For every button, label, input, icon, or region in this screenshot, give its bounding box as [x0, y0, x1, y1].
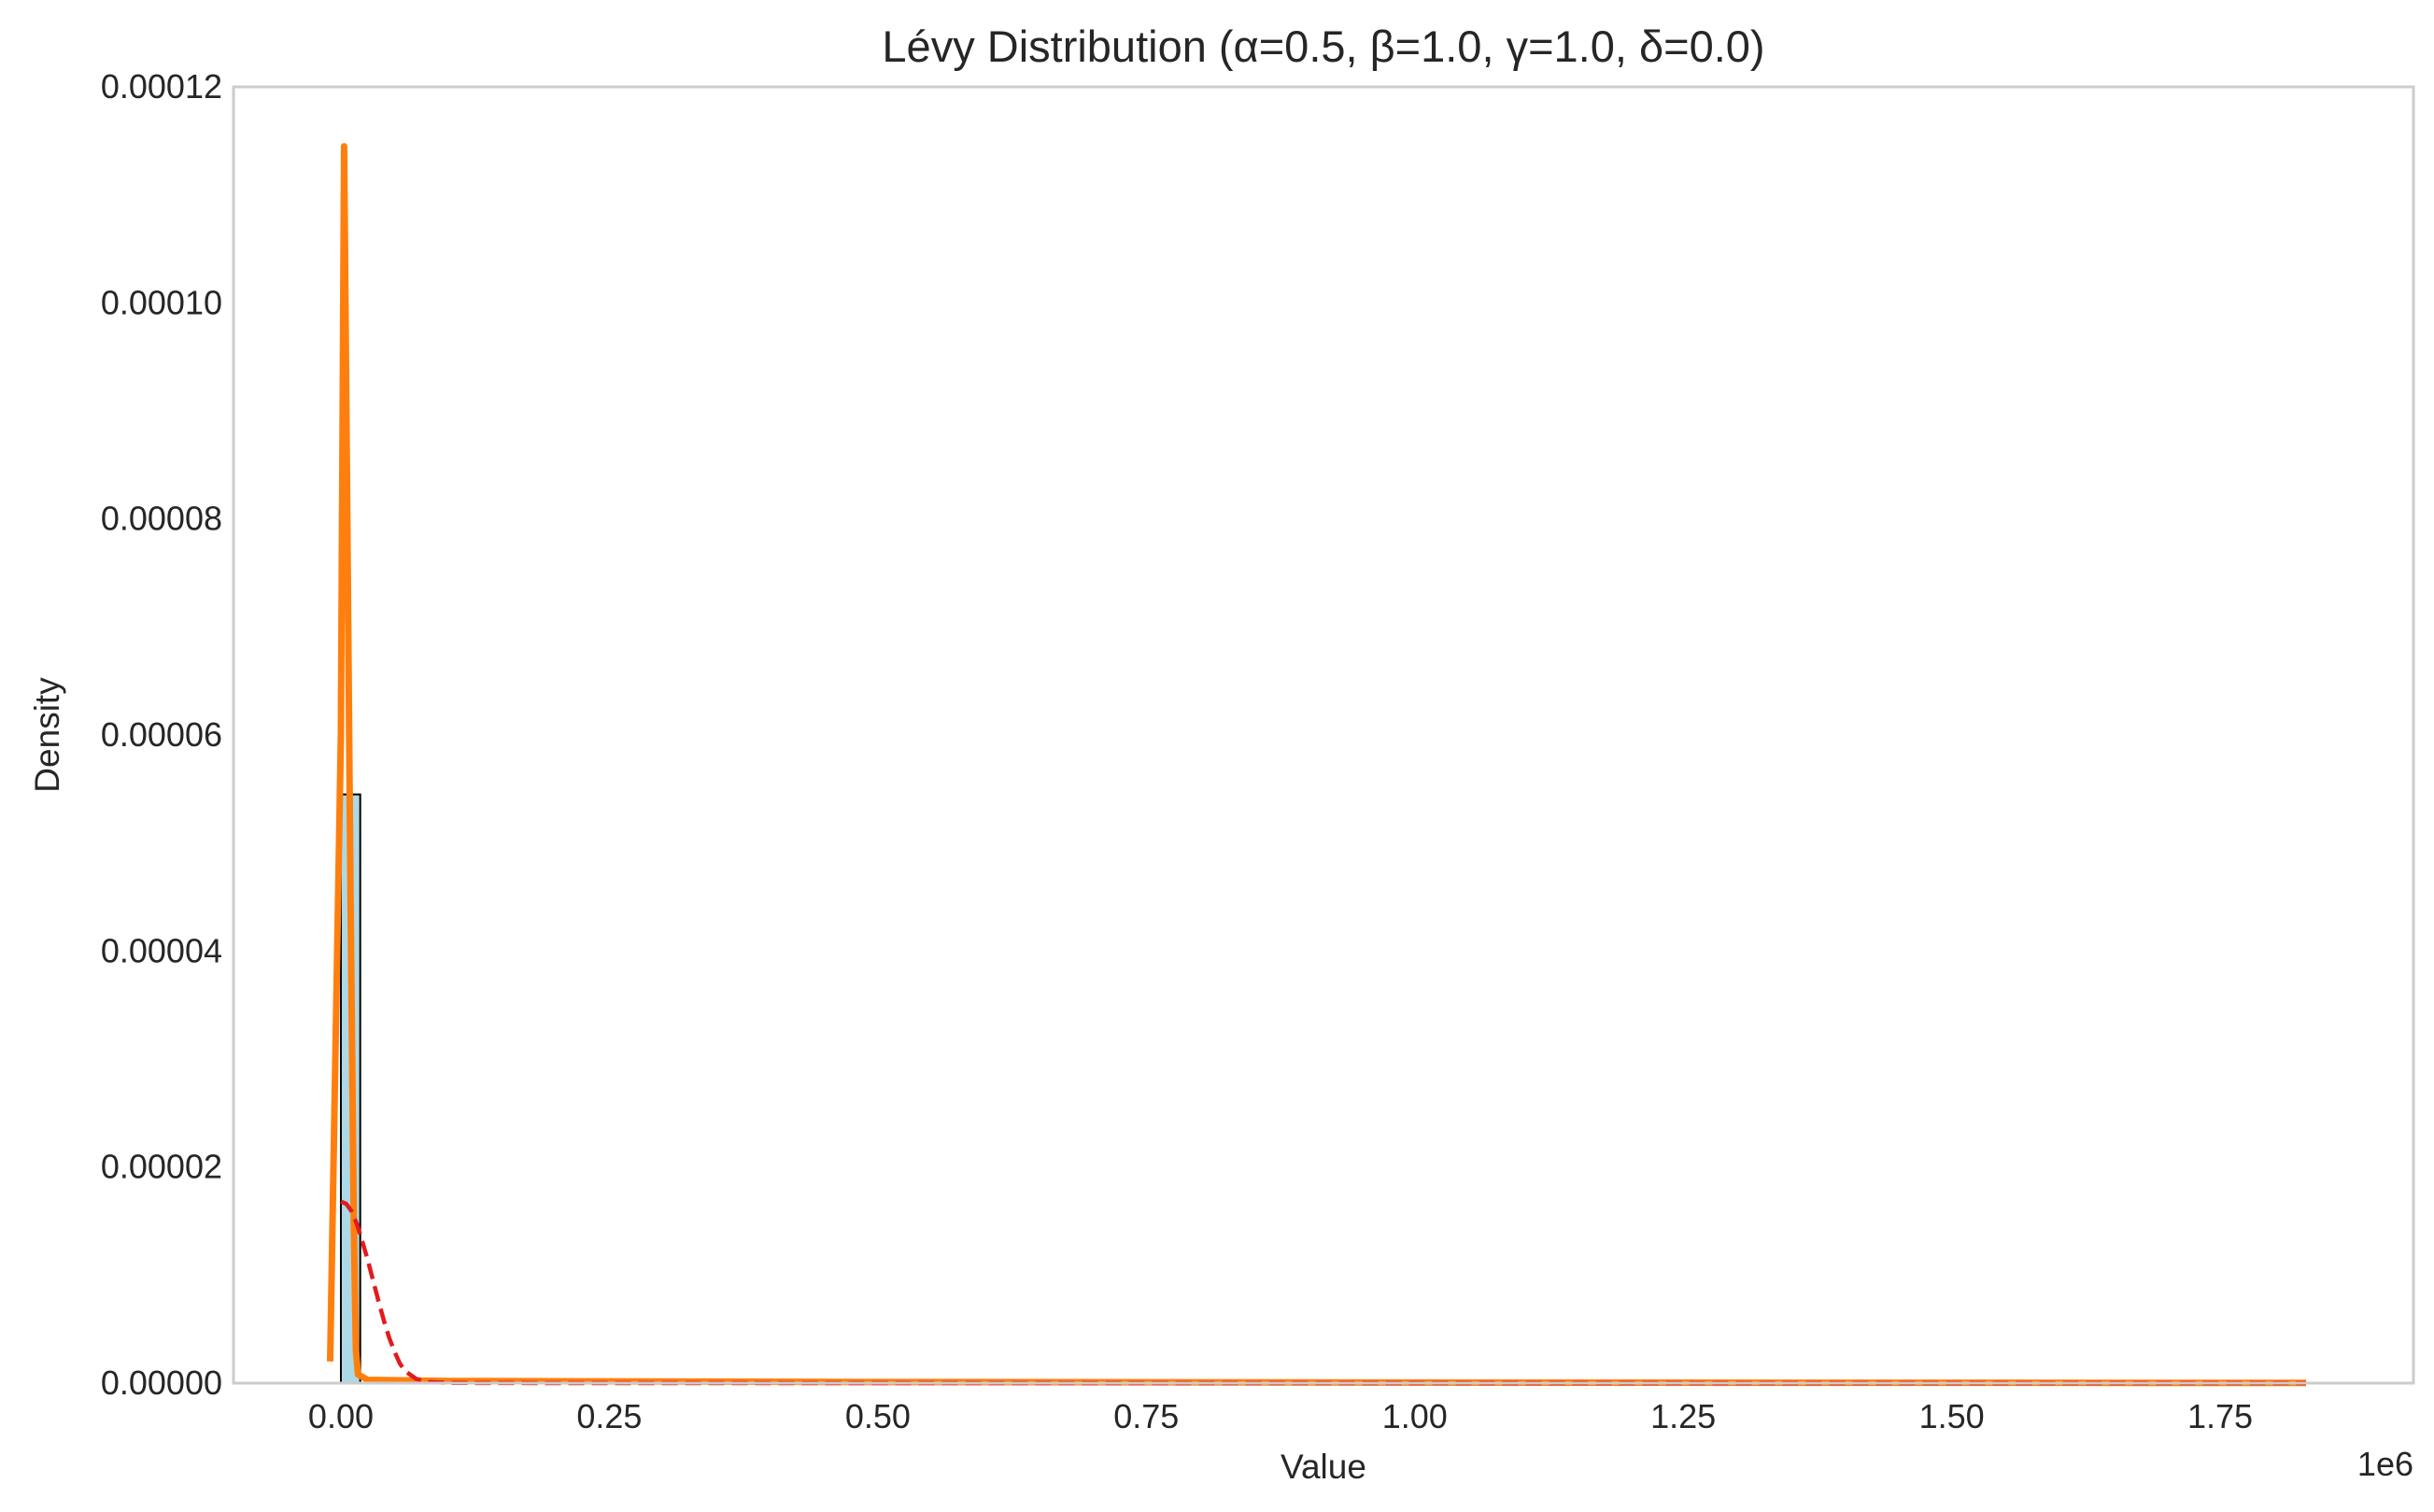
x-axis-label: Value [1281, 1448, 1366, 1486]
x-tick-label-4: 1.00 [1382, 1397, 1448, 1435]
x-tick-label-3: 0.75 [1113, 1397, 1179, 1435]
y-tick-label-5: 0.00010 [101, 283, 222, 321]
x-tick-label-2: 0.50 [845, 1397, 911, 1435]
y-tick-label-4: 0.00008 [101, 500, 222, 538]
chart-title: Lévy Distribution (α=0.5, β=1.0, γ=1.0, … [882, 21, 1764, 71]
x-tick-label-7: 1.75 [2187, 1397, 2253, 1435]
plot-area [232, 85, 2415, 1387]
y-tick-label-0: 0.00000 [101, 1364, 222, 1402]
x-axis-ticks: 0.00 0.25 0.50 0.75 1.00 1.25 1.50 1.75 [308, 1397, 2253, 1435]
x-tick-label-6: 1.50 [1919, 1397, 1985, 1435]
plot-background [233, 87, 2413, 1383]
y-tick-label-2: 0.00004 [101, 931, 222, 969]
x-offset-label: 1e6 [2357, 1445, 2413, 1483]
y-tick-label-3: 0.00006 [101, 715, 222, 754]
x-tick-label-1: 0.25 [576, 1397, 642, 1435]
y-axis-label: Density [28, 677, 66, 793]
y-tick-label-6: 0.00012 [101, 67, 222, 106]
plot-frame [232, 85, 2415, 1385]
x-tick-label-0: 0.00 [308, 1397, 374, 1435]
y-tick-label-1: 0.00002 [101, 1148, 222, 1186]
y-axis-ticks: 0.00000 0.00002 0.00004 0.00006 0.00008 0.000… [101, 67, 222, 1402]
x-tick-label-5: 1.25 [1650, 1397, 1716, 1435]
